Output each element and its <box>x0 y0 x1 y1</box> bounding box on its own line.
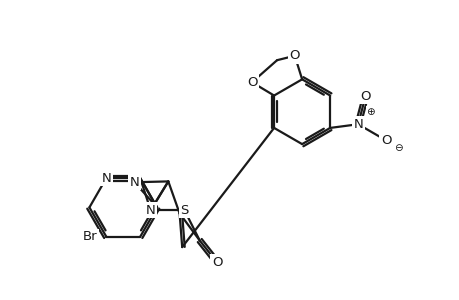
Text: ⊖: ⊖ <box>393 143 402 153</box>
Text: O: O <box>380 134 391 147</box>
Text: O: O <box>359 90 370 103</box>
Text: Br: Br <box>83 230 97 243</box>
Text: O: O <box>289 49 299 62</box>
Text: S: S <box>180 204 188 217</box>
Text: N: N <box>353 118 362 131</box>
Text: O: O <box>212 256 222 269</box>
Text: N: N <box>129 176 139 189</box>
Text: N: N <box>101 172 111 184</box>
Text: O: O <box>246 76 257 89</box>
Text: ⊕: ⊕ <box>365 107 374 117</box>
Text: N: N <box>146 204 155 217</box>
